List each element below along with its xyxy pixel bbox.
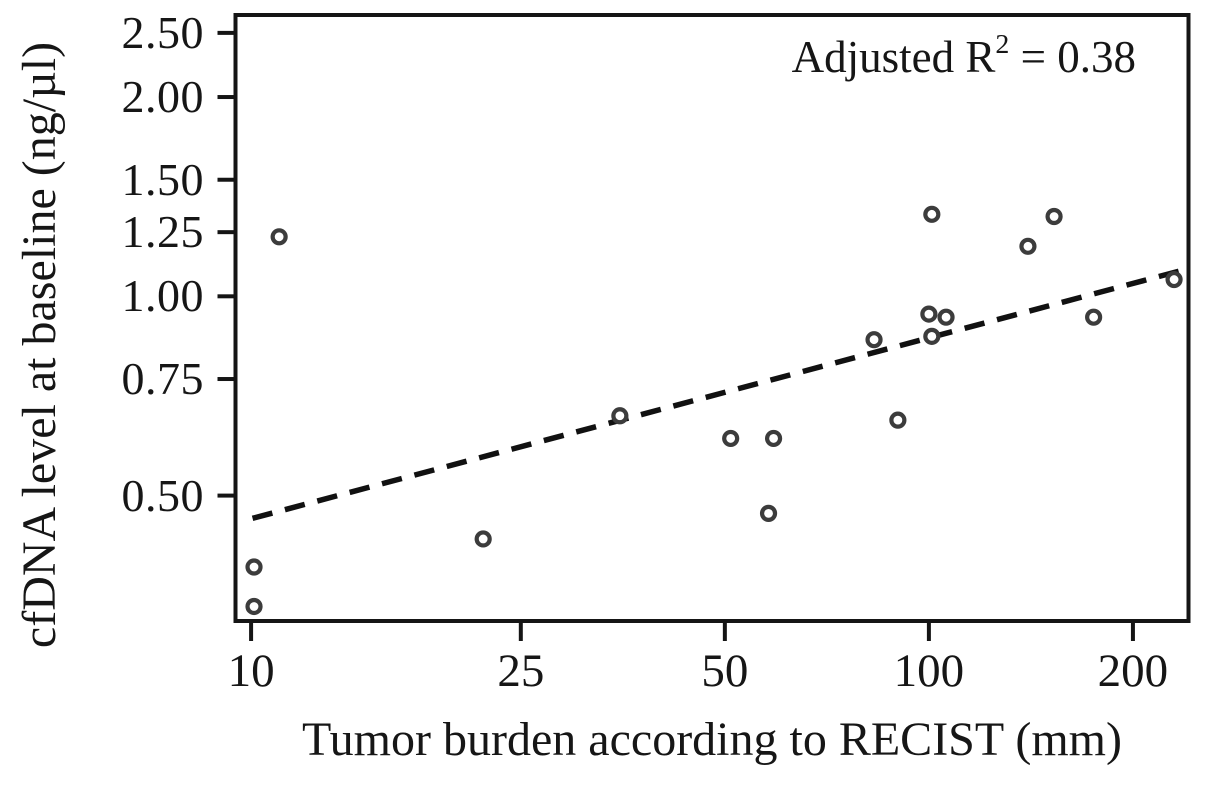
y-axis-title: cfDNA level at baseline (ng/µl) [13, 41, 66, 649]
data-point [270, 228, 288, 246]
x-tick-label: 10 [227, 645, 275, 697]
data-point [1045, 207, 1063, 226]
data-point [1019, 237, 1037, 255]
x-axis-title: Tumor burden according to RECIST (mm) [302, 713, 1122, 766]
y-tick-label: 2.50 [121, 6, 204, 58]
data-point [1165, 270, 1183, 289]
plot-border [233, 13, 1191, 623]
x-tick-label: 25 [497, 645, 545, 697]
y-tick-label: 0.75 [121, 353, 204, 405]
x-tick-label: 50 [701, 645, 749, 697]
annotation-superscript: 2 [995, 28, 1010, 60]
data-point [865, 331, 883, 349]
data-point [764, 429, 783, 448]
data-point [920, 305, 938, 323]
trend-line [251, 265, 1191, 521]
data-point [759, 504, 778, 522]
data-point [245, 597, 263, 616]
x-tick-label: 200 [1097, 645, 1169, 697]
y-tick-label: 2.00 [121, 71, 204, 123]
data-point [889, 411, 907, 429]
data-point [937, 308, 955, 326]
adjusted-r-squared-annotation: Adjusted R2 = 0.38 [791, 30, 1136, 83]
data-point [722, 429, 740, 448]
y-tick-label: 0.50 [121, 469, 204, 521]
data-point [611, 407, 629, 425]
annotation-suffix: = 0.38 [1009, 32, 1136, 82]
annotation-prefix: Adjusted R [791, 32, 996, 82]
y-tick-label: 1.50 [121, 153, 204, 205]
y-tick-label: 1.00 [121, 270, 204, 322]
y-tick-label: 1.25 [121, 206, 204, 258]
data-point [474, 530, 492, 548]
data-point [923, 327, 941, 345]
x-tick-label: 100 [893, 645, 965, 697]
data-point [923, 205, 941, 223]
data-point [245, 558, 263, 576]
data-point [1085, 308, 1103, 326]
